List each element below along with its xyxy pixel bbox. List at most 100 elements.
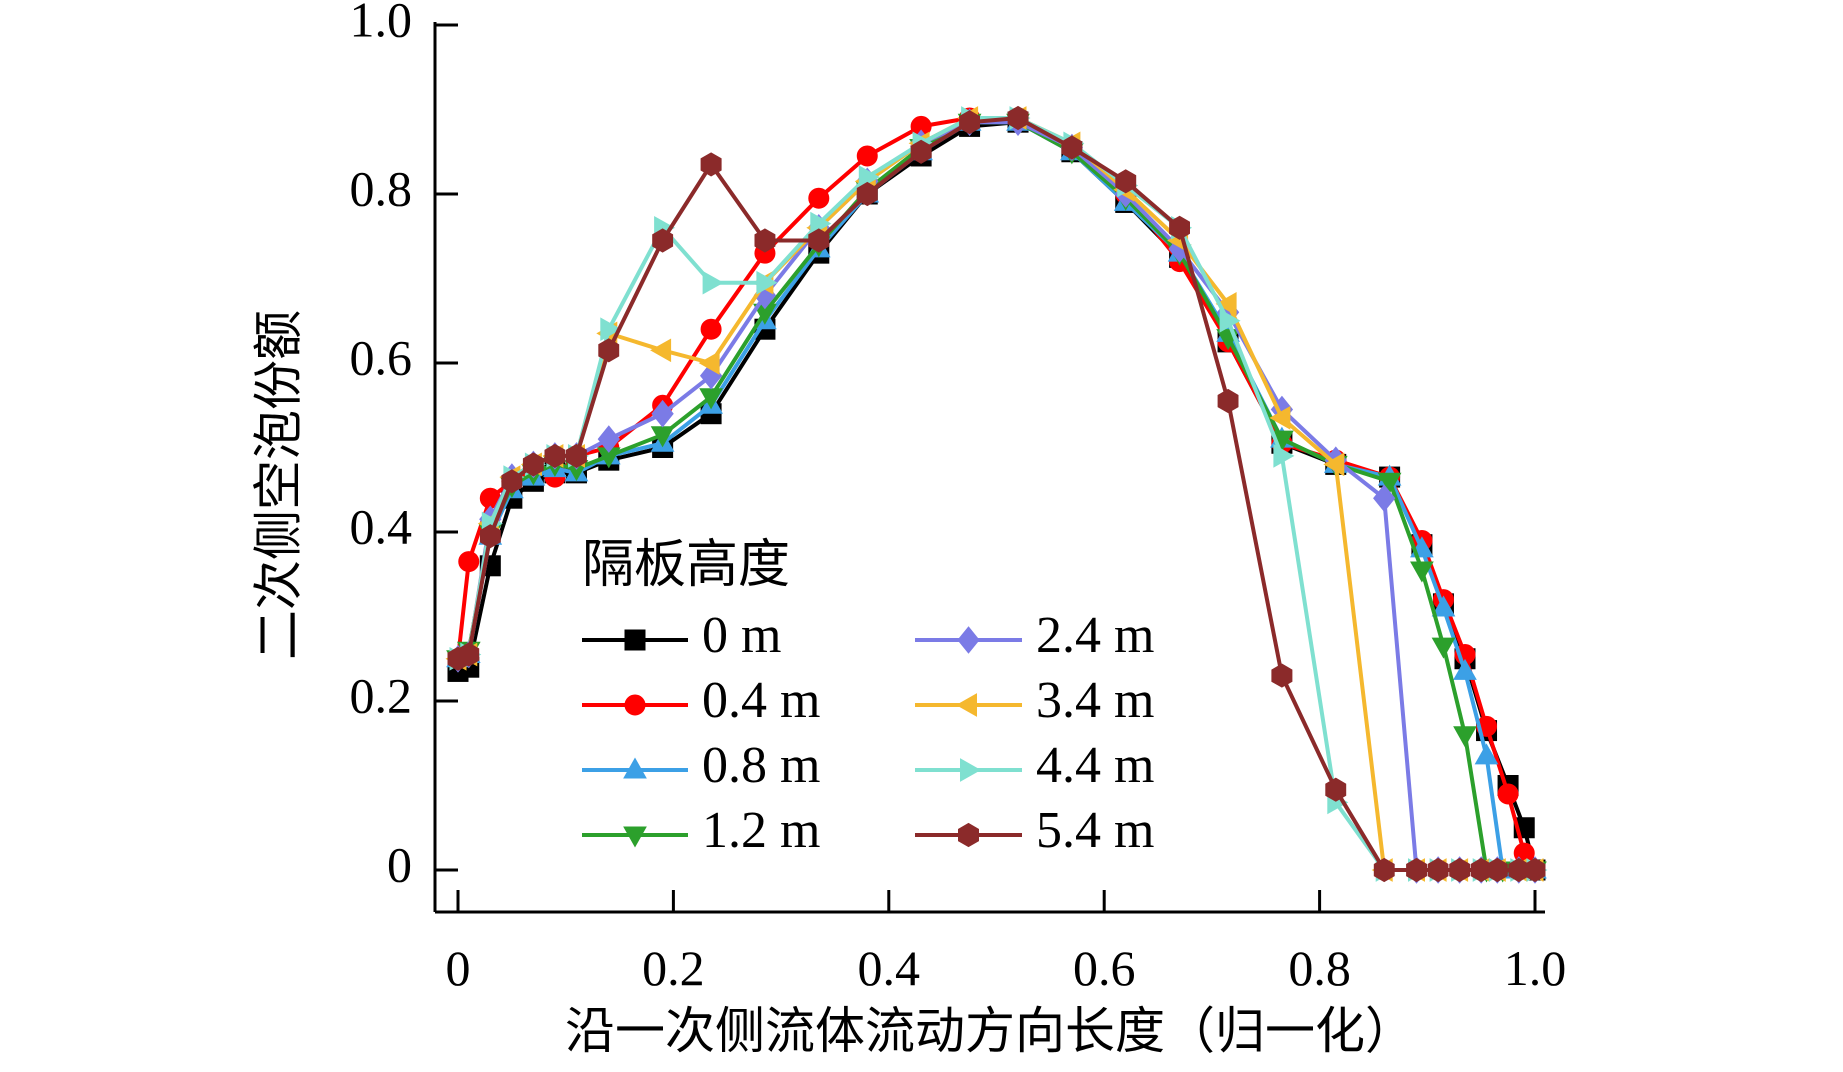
series-line bbox=[457, 116, 1535, 872]
data-point bbox=[458, 642, 480, 667]
data-point bbox=[1169, 215, 1190, 240]
data-point bbox=[1431, 595, 1456, 617]
data-point bbox=[1271, 663, 1293, 688]
data-point bbox=[808, 187, 830, 209]
data-point bbox=[700, 318, 722, 340]
legend-item: 5.4 m bbox=[915, 802, 1154, 859]
series-line bbox=[457, 120, 1537, 871]
data-point bbox=[544, 443, 566, 468]
legend-item: 3.4 m bbox=[915, 672, 1154, 729]
data-point bbox=[1217, 388, 1239, 414]
y-tick-label: 0.2 bbox=[350, 667, 413, 723]
legend-item: 4.4 m bbox=[915, 737, 1154, 794]
data-point bbox=[1323, 452, 1345, 477]
legend-label: 0.4 m bbox=[702, 672, 820, 729]
series-line bbox=[456, 116, 1537, 872]
data-point bbox=[1453, 726, 1477, 748]
legend-label: 2.4 m bbox=[1036, 607, 1154, 664]
data-point bbox=[700, 152, 722, 177]
legend: 隔板高度 0 m 0.4 m 0.8 m 1.2 m 2.4 m 3.4 m 4.4 m 5.… bbox=[582, 535, 1154, 859]
data-point bbox=[1449, 857, 1471, 883]
data-point bbox=[1453, 658, 1477, 680]
y-tick-label: 0.6 bbox=[350, 329, 413, 385]
data-point bbox=[1325, 777, 1347, 802]
legend-item: 0 m bbox=[582, 607, 781, 664]
data-point bbox=[702, 270, 724, 295]
x-tick-label: 0 bbox=[446, 940, 471, 996]
data-point bbox=[1377, 472, 1402, 494]
data-point bbox=[858, 165, 880, 189]
ticks: 0 0.2 0.4 0.6 0.8 1.0 0 0.2 0.4 0.6 0.8 1.0 bbox=[350, 0, 1567, 996]
legend-item: 2.4 m bbox=[915, 607, 1154, 664]
legend-title: 隔板高度 bbox=[582, 535, 790, 595]
series-7 bbox=[447, 105, 1546, 883]
data-point bbox=[1219, 308, 1241, 333]
y-axis-title: 二次侧空泡份额 bbox=[250, 310, 308, 660]
data-point bbox=[1061, 135, 1083, 160]
data-point bbox=[810, 211, 832, 236]
data-point bbox=[1524, 857, 1546, 883]
data-point bbox=[522, 452, 544, 477]
series-line bbox=[457, 120, 1535, 872]
data-point bbox=[756, 270, 778, 295]
x-axis-title: 沿一次侧流体流动方向长度（归一化） bbox=[565, 1002, 1415, 1060]
data-point bbox=[652, 228, 674, 253]
axes bbox=[433, 22, 1545, 914]
legend-item: 0.8 m bbox=[582, 737, 820, 794]
data-point bbox=[808, 228, 830, 253]
data-point bbox=[1410, 561, 1434, 583]
x-tick-label: 0.6 bbox=[1073, 940, 1136, 996]
legend-label: 0 m bbox=[702, 607, 781, 664]
data-point bbox=[754, 228, 776, 253]
legend-label: 0.8 m bbox=[702, 737, 820, 794]
x-tick-label: 0.4 bbox=[858, 940, 921, 996]
data-point bbox=[856, 145, 878, 167]
data-point bbox=[1474, 743, 1499, 765]
data-point bbox=[1373, 484, 1396, 512]
legend-label: 4.4 m bbox=[1036, 737, 1154, 794]
series-line bbox=[457, 120, 1535, 872]
x-tick-label: 1.0 bbox=[1504, 940, 1567, 996]
data-point bbox=[501, 469, 523, 494]
data-point bbox=[698, 351, 720, 375]
data-point bbox=[458, 551, 480, 573]
y-tick-label: 0.4 bbox=[350, 498, 413, 554]
legend-item: 0.4 m bbox=[582, 672, 820, 729]
legend-label: 3.4 m bbox=[1036, 672, 1154, 729]
legend-marker bbox=[960, 758, 982, 782]
data-point bbox=[1115, 169, 1137, 194]
series-4 bbox=[446, 108, 1547, 884]
data-point bbox=[1431, 637, 1456, 659]
y-tick-label: 1.0 bbox=[350, 0, 413, 47]
legend-marker bbox=[957, 626, 980, 654]
data-point bbox=[1486, 857, 1508, 883]
data-point bbox=[597, 425, 620, 453]
legend-marker bbox=[624, 629, 646, 651]
legend-marker bbox=[623, 826, 647, 848]
y-tick-label: 0.8 bbox=[350, 160, 413, 216]
data-point bbox=[651, 399, 674, 428]
legend-marker bbox=[623, 757, 647, 779]
series-line bbox=[457, 116, 1535, 872]
y-tick-label: 0 bbox=[387, 836, 412, 892]
data-point bbox=[600, 317, 622, 342]
series-line bbox=[457, 116, 1535, 872]
data-point bbox=[1427, 857, 1449, 883]
data-point bbox=[856, 181, 878, 207]
series-layer bbox=[445, 105, 1548, 884]
data-point bbox=[959, 110, 980, 135]
legend-label: 1.2 m bbox=[702, 802, 820, 859]
legend-marker bbox=[958, 822, 979, 848]
x-tick-label: 0.8 bbox=[1288, 940, 1351, 996]
data-point bbox=[910, 139, 932, 164]
data-point bbox=[1497, 783, 1519, 805]
data-point bbox=[1373, 857, 1395, 883]
data-point bbox=[479, 524, 501, 549]
data-point bbox=[598, 338, 620, 363]
legend-marker bbox=[955, 693, 977, 717]
data-point bbox=[650, 338, 672, 363]
x-tick-label: 0.2 bbox=[642, 940, 705, 996]
data-point bbox=[1269, 406, 1291, 430]
data-point bbox=[1007, 105, 1029, 131]
